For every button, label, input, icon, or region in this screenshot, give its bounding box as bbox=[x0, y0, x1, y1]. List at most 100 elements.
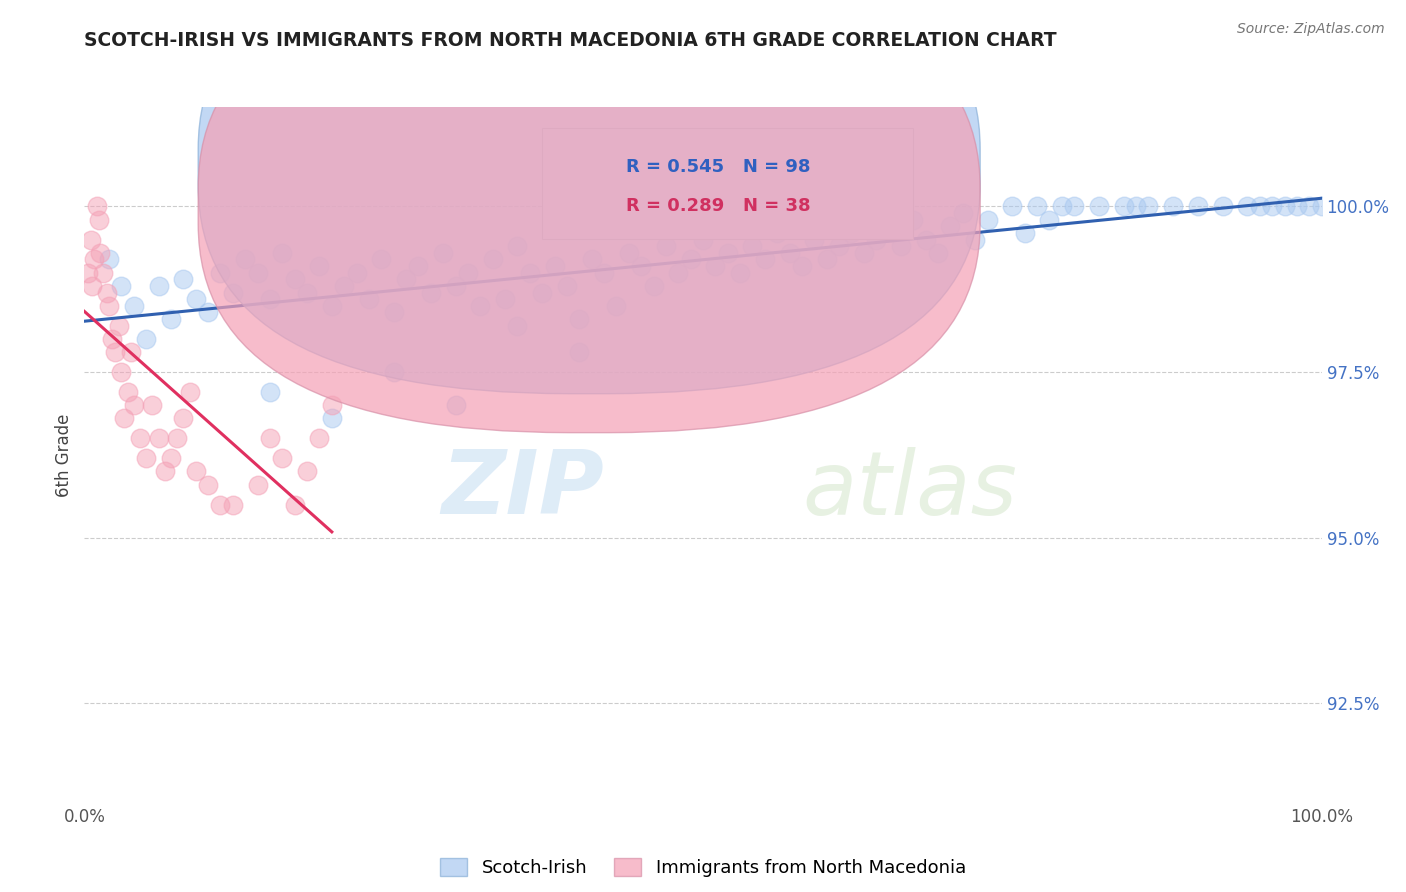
Point bbox=[1125, 199, 1147, 213]
Point bbox=[271, 451, 294, 466]
Point bbox=[91, 266, 114, 280]
Point bbox=[506, 318, 529, 333]
Point bbox=[1298, 199, 1320, 213]
Point bbox=[259, 384, 281, 399]
Point bbox=[83, 252, 105, 267]
Point bbox=[222, 285, 245, 300]
Point bbox=[976, 212, 998, 227]
Point bbox=[1161, 199, 1184, 213]
Point bbox=[346, 266, 368, 280]
Point bbox=[593, 266, 616, 280]
Point bbox=[481, 252, 503, 267]
Point bbox=[852, 245, 875, 260]
Point bbox=[246, 266, 269, 280]
Point bbox=[110, 279, 132, 293]
Point bbox=[939, 219, 962, 234]
Point bbox=[122, 398, 145, 412]
Point bbox=[679, 252, 702, 267]
Point bbox=[166, 431, 188, 445]
Point bbox=[112, 411, 135, 425]
Point bbox=[259, 431, 281, 445]
Point bbox=[1187, 199, 1209, 213]
Point bbox=[865, 233, 887, 247]
Point bbox=[1274, 199, 1296, 213]
Point bbox=[1261, 199, 1284, 213]
Point bbox=[605, 299, 627, 313]
Point bbox=[815, 252, 838, 267]
Point bbox=[457, 266, 479, 280]
Point bbox=[284, 272, 307, 286]
Point bbox=[184, 465, 207, 479]
Point bbox=[271, 245, 294, 260]
Point bbox=[96, 285, 118, 300]
Point bbox=[506, 239, 529, 253]
Point bbox=[877, 219, 900, 234]
Point bbox=[382, 365, 405, 379]
Point bbox=[395, 272, 418, 286]
Point bbox=[222, 498, 245, 512]
Point bbox=[86, 199, 108, 213]
Point bbox=[110, 365, 132, 379]
Point bbox=[295, 465, 318, 479]
Point bbox=[104, 345, 127, 359]
Point bbox=[1212, 199, 1234, 213]
Y-axis label: 6th Grade: 6th Grade bbox=[55, 413, 73, 497]
Point bbox=[1001, 199, 1024, 213]
Point bbox=[630, 259, 652, 273]
Point bbox=[617, 245, 640, 260]
Point bbox=[1236, 199, 1258, 213]
Point bbox=[965, 233, 987, 247]
Point bbox=[89, 245, 111, 260]
Point bbox=[890, 239, 912, 253]
Point bbox=[209, 266, 232, 280]
Point bbox=[80, 279, 103, 293]
Point bbox=[259, 292, 281, 306]
Point bbox=[519, 266, 541, 280]
Point bbox=[470, 299, 492, 313]
Point bbox=[555, 279, 578, 293]
Point bbox=[382, 305, 405, 319]
Point bbox=[172, 411, 194, 425]
Point bbox=[1014, 226, 1036, 240]
Point bbox=[1285, 199, 1308, 213]
Point bbox=[1137, 199, 1160, 213]
Point bbox=[952, 206, 974, 220]
Point bbox=[543, 259, 565, 273]
Point bbox=[432, 245, 454, 260]
Point bbox=[172, 272, 194, 286]
Point bbox=[841, 226, 863, 240]
Point bbox=[321, 299, 343, 313]
Point bbox=[77, 266, 100, 280]
Point bbox=[1038, 212, 1060, 227]
Point bbox=[233, 252, 256, 267]
Point bbox=[122, 299, 145, 313]
Point bbox=[531, 285, 554, 300]
Point bbox=[927, 245, 949, 260]
Point bbox=[1249, 199, 1271, 213]
Point bbox=[903, 212, 925, 227]
Text: Source: ZipAtlas.com: Source: ZipAtlas.com bbox=[1237, 22, 1385, 37]
FancyBboxPatch shape bbox=[198, 0, 980, 433]
Point bbox=[828, 239, 851, 253]
Point bbox=[160, 451, 183, 466]
Point bbox=[148, 431, 170, 445]
Point bbox=[419, 285, 441, 300]
Point bbox=[408, 259, 430, 273]
Point bbox=[494, 292, 516, 306]
Point bbox=[581, 252, 603, 267]
Point bbox=[100, 332, 122, 346]
Point bbox=[766, 226, 789, 240]
Point bbox=[184, 292, 207, 306]
Point bbox=[704, 259, 727, 273]
Point bbox=[741, 239, 763, 253]
Point bbox=[914, 233, 936, 247]
Point bbox=[1050, 199, 1073, 213]
Legend: Scotch-Irish, Immigrants from North Macedonia: Scotch-Irish, Immigrants from North Mace… bbox=[433, 850, 973, 884]
Point bbox=[790, 259, 813, 273]
FancyBboxPatch shape bbox=[543, 128, 914, 239]
Point bbox=[295, 285, 318, 300]
Text: ZIP: ZIP bbox=[441, 446, 605, 533]
Text: R = 0.289   N = 38: R = 0.289 N = 38 bbox=[626, 197, 811, 215]
Point bbox=[692, 233, 714, 247]
Text: R = 0.545   N = 98: R = 0.545 N = 98 bbox=[626, 158, 811, 176]
